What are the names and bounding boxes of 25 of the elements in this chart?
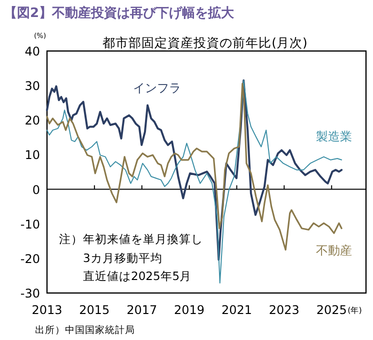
y-tick-label: 30 — [24, 79, 40, 94]
x-tick-label: 2013 — [32, 303, 62, 317]
y-tick-label: -20 — [20, 252, 40, 266]
x-tick-label: 2019 — [174, 303, 205, 317]
annotation: 注）年初来値を単月換算し — [59, 232, 203, 246]
series-label: 製造業 — [316, 130, 352, 144]
y-tick-label: 0 — [32, 182, 40, 197]
annotation: 3カ月移動平均 — [83, 251, 162, 265]
x-axis-title: (年) — [348, 306, 362, 315]
x-tick-label: 2015 — [79, 303, 110, 317]
series-label: インフラ — [133, 81, 182, 96]
y-tick-label: 10 — [24, 148, 40, 162]
y-tick-label: 40 — [24, 44, 40, 58]
series-label: 不動産 — [316, 243, 352, 258]
x-tick-label: 2017 — [126, 303, 158, 317]
x-tick-label: 2023 — [268, 303, 300, 317]
annotation: 直近値は2025年5月 — [83, 269, 192, 283]
y-tick-label: -30 — [20, 286, 40, 300]
text: 出所）中国国家統計局 — [35, 324, 135, 336]
chart-title: 【図2】不動産投資は再び下げ幅を拡大 — [4, 5, 236, 21]
x-tick-label: 2021 — [221, 303, 252, 317]
y-tick-label: 20 — [24, 114, 40, 128]
y-tick-label: -10 — [20, 217, 40, 232]
x-tick-label: 2025 — [316, 303, 347, 317]
chart-subtitle: 都市部固定資産投資の前年比(月次) — [102, 35, 308, 50]
